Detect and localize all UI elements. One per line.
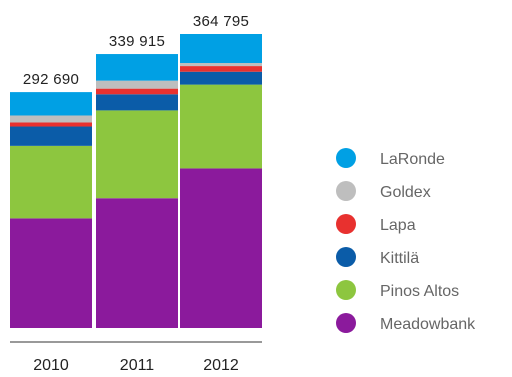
legend-swatch-lapa — [336, 214, 356, 234]
bar-segment-2011-laronde — [96, 54, 178, 81]
bar-segment-2012-pinos-altos — [180, 84, 262, 169]
bar-segment-2010-pinos-altos — [10, 145, 92, 219]
bar-segment-2011-meadowbank — [96, 198, 178, 328]
total-labels-group: 292 690 339 915 364 795 — [23, 13, 249, 88]
x-tick-labels-group: 2010 2011 2012 — [33, 357, 239, 374]
bar-segment-2012-laronde — [180, 34, 262, 64]
bar-segment-2010-lapa — [10, 122, 92, 127]
bar-segment-2011-lapa — [96, 88, 178, 95]
legend-swatch-meadowbank — [336, 313, 356, 333]
legend-label-meadowbank: Meadowbank — [380, 316, 476, 333]
legend-swatch-pinos-altos — [336, 280, 356, 300]
legend-item-goldex: Goldex — [336, 181, 431, 201]
legend-swatch-kittil- — [336, 247, 356, 267]
x-tick-label-2010: 2010 — [33, 357, 69, 374]
legend-swatch-laronde — [336, 148, 356, 168]
legend: LaRonde Goldex Lapa Kittilä Pinos Altos Meado… — [336, 148, 476, 333]
bar-segment-2011-pinos-altos — [96, 110, 178, 199]
legend-label-laronde: LaRonde — [380, 151, 445, 168]
bar-segment-2011-goldex — [96, 80, 178, 89]
legend-item-laronde: LaRonde — [336, 148, 445, 168]
total-label-2010: 292 690 — [23, 71, 79, 88]
bar-segment-2010-laronde — [10, 92, 92, 116]
bar-segment-2010-kittil- — [10, 126, 92, 146]
bar-segment-2012-goldex — [180, 63, 262, 67]
legend-swatch-goldex — [336, 181, 356, 201]
legend-item-lapa: Lapa — [336, 214, 416, 234]
legend-item-kittil-: Kittilä — [336, 247, 419, 267]
legend-item-meadowbank: Meadowbank — [336, 313, 476, 333]
bar-segment-2012-lapa — [180, 66, 262, 72]
bars-group — [10, 34, 262, 328]
legend-label-lapa: Lapa — [380, 217, 416, 234]
bar-segment-2012-kittil- — [180, 71, 262, 85]
bar-segment-2010-meadowbank — [10, 218, 92, 328]
x-tick-label-2012: 2012 — [203, 357, 239, 374]
legend-label-kittil-: Kittilä — [380, 250, 419, 267]
bar-segment-2010-goldex — [10, 115, 92, 123]
legend-label-pinos-altos: Pinos Altos — [380, 283, 459, 300]
x-tick-label-2011: 2011 — [120, 357, 155, 374]
bar-segment-2012-meadowbank — [180, 168, 262, 328]
total-label-2012: 364 795 — [193, 13, 249, 30]
legend-item-pinos-altos: Pinos Altos — [336, 280, 459, 300]
total-label-2011: 339 915 — [109, 33, 165, 50]
bar-segment-2011-kittil- — [96, 94, 178, 111]
legend-label-goldex: Goldex — [380, 184, 431, 201]
